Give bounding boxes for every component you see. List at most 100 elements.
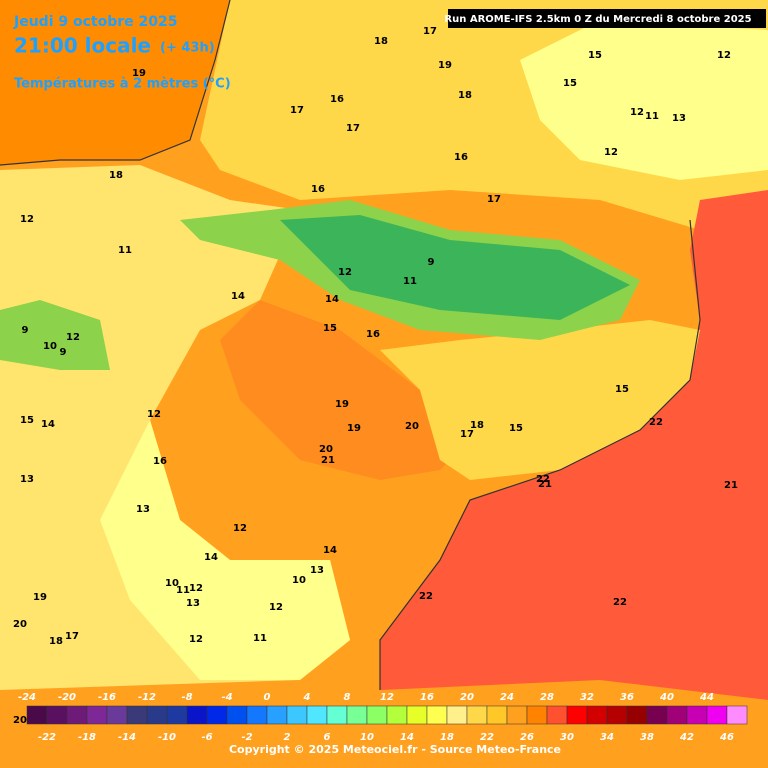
legend-label: 12 — [380, 692, 394, 703]
map-label: 18 — [374, 36, 388, 47]
map-label: 16 — [153, 456, 167, 467]
legend-label: 36 — [620, 692, 634, 703]
coastline — [379, 219, 701, 690]
map-label: 15 — [20, 415, 34, 426]
map-label: 12 — [604, 147, 618, 158]
map-label: 14 — [325, 294, 339, 305]
legend-swatch — [646, 705, 668, 725]
map-label: 19 — [33, 592, 47, 603]
legend-swatch — [586, 705, 608, 725]
legend-swatch — [146, 705, 168, 725]
map-label: 12 — [147, 409, 161, 420]
map-label: 12 — [338, 267, 352, 278]
mountains — [280, 215, 630, 320]
map-label: 14 — [231, 291, 245, 302]
lead-time: (+ 43h) — [160, 41, 215, 56]
sea — [380, 190, 768, 700]
map-label: 12 — [233, 523, 247, 534]
map-label: 13 — [136, 504, 150, 515]
map-label: 20 — [13, 715, 27, 726]
legend-label: 32 — [580, 692, 594, 703]
map-label: 17 — [290, 105, 304, 116]
map-label: 18 — [109, 170, 123, 181]
legend-label: 38 — [640, 732, 654, 743]
legend-swatch — [446, 705, 468, 725]
legend-swatch — [466, 705, 488, 725]
map-label: 22 — [649, 417, 663, 428]
cool-land — [100, 420, 350, 680]
map-label: 14 — [41, 419, 55, 430]
variable: Températures à 2 mètres (°C) — [14, 77, 231, 92]
legend-label: -20 — [58, 692, 76, 703]
legend-swatch — [166, 705, 188, 725]
map-label: 10 — [292, 575, 306, 586]
legend-swatch — [526, 705, 548, 725]
cool-land — [0, 165, 350, 690]
map-label: 17 — [487, 194, 501, 205]
legend-label: 6 — [324, 732, 331, 743]
map-label: 21 — [724, 480, 738, 491]
legend-swatch — [306, 705, 328, 725]
legend-label: 40 — [659, 692, 674, 703]
map-label: 18 — [49, 636, 63, 647]
map-label: 16 — [366, 329, 380, 340]
legend-label: -8 — [181, 692, 192, 703]
map-label: 19 — [347, 423, 361, 434]
legend-label: 34 — [600, 732, 614, 743]
legend-label: -24 — [18, 692, 36, 703]
map-label: 11 — [403, 276, 417, 287]
legend-swatch — [226, 705, 248, 725]
legend-swatch — [206, 705, 228, 725]
legend-swatch — [506, 705, 528, 725]
map-label: 19 — [335, 399, 349, 410]
map-label: 17 — [346, 123, 360, 134]
map-label: 16 — [330, 94, 344, 105]
map-label: 18 — [458, 90, 472, 101]
legend-label: -14 — [118, 732, 136, 743]
legend-swatch — [406, 705, 428, 725]
legend-label: -12 — [138, 692, 156, 703]
map-label: 22 — [613, 597, 627, 608]
map-label: 13 — [186, 598, 200, 609]
legend-swatch — [46, 705, 68, 725]
legend-swatch — [606, 705, 628, 725]
legend-label: 30 — [560, 732, 574, 743]
map-label: 11 — [176, 585, 190, 596]
map-label: 17 — [423, 26, 437, 37]
legend-swatch — [486, 705, 508, 725]
legend-label: 46 — [719, 732, 734, 743]
legend-label: 14 — [400, 732, 414, 743]
map-label: 12 — [20, 214, 34, 225]
legend-swatch — [246, 705, 268, 725]
legend-label: 18 — [440, 732, 454, 743]
run-box — [448, 9, 766, 28]
legend-label: 24 — [500, 692, 514, 703]
legend-swatch — [326, 705, 348, 725]
map-label: 13 — [310, 565, 324, 576]
legend-label: 22 — [480, 732, 494, 743]
map-label: 12 — [269, 602, 283, 613]
legend-swatch — [706, 705, 728, 725]
legend-label: -16 — [98, 692, 116, 703]
map-label: 16 — [311, 184, 325, 195]
legend-swatch — [106, 705, 128, 725]
map-labels: 18 17 19 18 16 17 17 16 17 16 19 18 12 11 14 12 14 15 16 11… — [13, 14, 738, 726]
warm-land — [220, 300, 470, 480]
legend-swatch — [66, 705, 88, 725]
sea-northwest — [0, 0, 230, 165]
legend-label: 44 — [699, 692, 714, 703]
map-label: 9 — [22, 325, 29, 336]
map-label: 15 — [588, 50, 602, 61]
map-label: 12 — [189, 634, 203, 645]
legend-label: 28 — [540, 692, 554, 703]
map-label: 16 — [454, 152, 468, 163]
map-label: 18 — [470, 420, 484, 431]
legend-label: -6 — [201, 732, 212, 743]
legend-swatch — [126, 705, 148, 725]
map-label: 20 — [319, 444, 333, 455]
map-label: 22 — [536, 474, 550, 485]
legend-label: -10 — [158, 732, 176, 743]
legend-label: 8 — [344, 692, 351, 703]
map-label: 9 — [60, 347, 67, 358]
